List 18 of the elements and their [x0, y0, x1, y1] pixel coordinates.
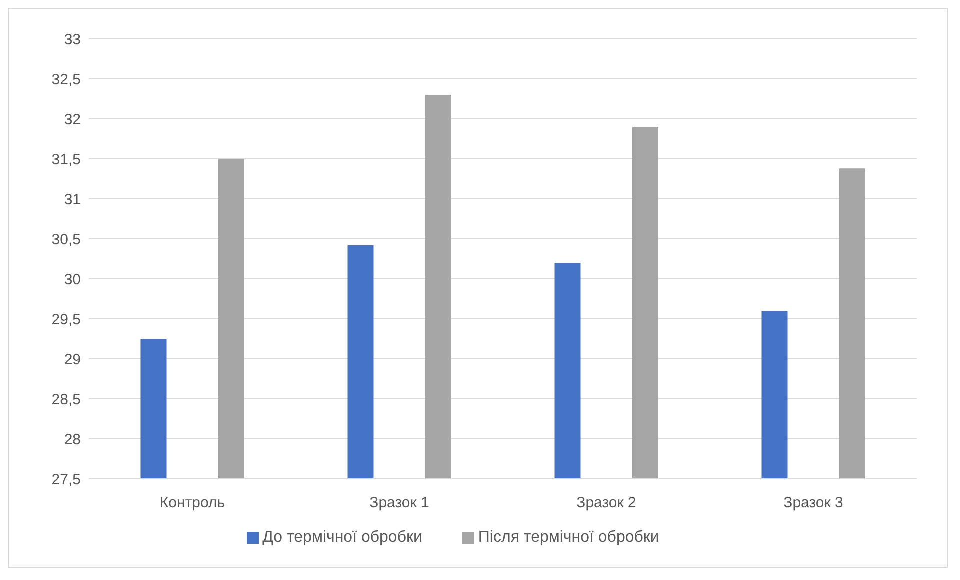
y-tick-label: 28,5	[52, 391, 81, 408]
y-tick-label: 31,5	[52, 151, 81, 168]
y-tick-label: 30	[64, 271, 81, 288]
y-tick-label: 29	[64, 351, 81, 368]
y-tick-label: 31	[64, 191, 81, 208]
y-tick-label: 29,5	[52, 311, 81, 328]
y-tick-label: 27,5	[52, 471, 81, 488]
y-tick-label: 32,5	[52, 71, 81, 88]
legend-label: До термічної обробки	[262, 529, 422, 546]
y-tick-label: 33	[64, 31, 81, 48]
x-tick-label: Зразок 2	[576, 494, 636, 512]
y-tick-label: 32	[64, 111, 81, 128]
x-tick-label: Контроль	[160, 494, 226, 512]
x-tick-label: Зразок 1	[370, 494, 430, 512]
legend-label: Після термічної обробки	[478, 529, 660, 546]
x-tick-label: Зразок 3	[784, 494, 844, 512]
y-tick-label: 30,5	[52, 231, 81, 248]
y-tick-label: 28	[64, 431, 81, 448]
